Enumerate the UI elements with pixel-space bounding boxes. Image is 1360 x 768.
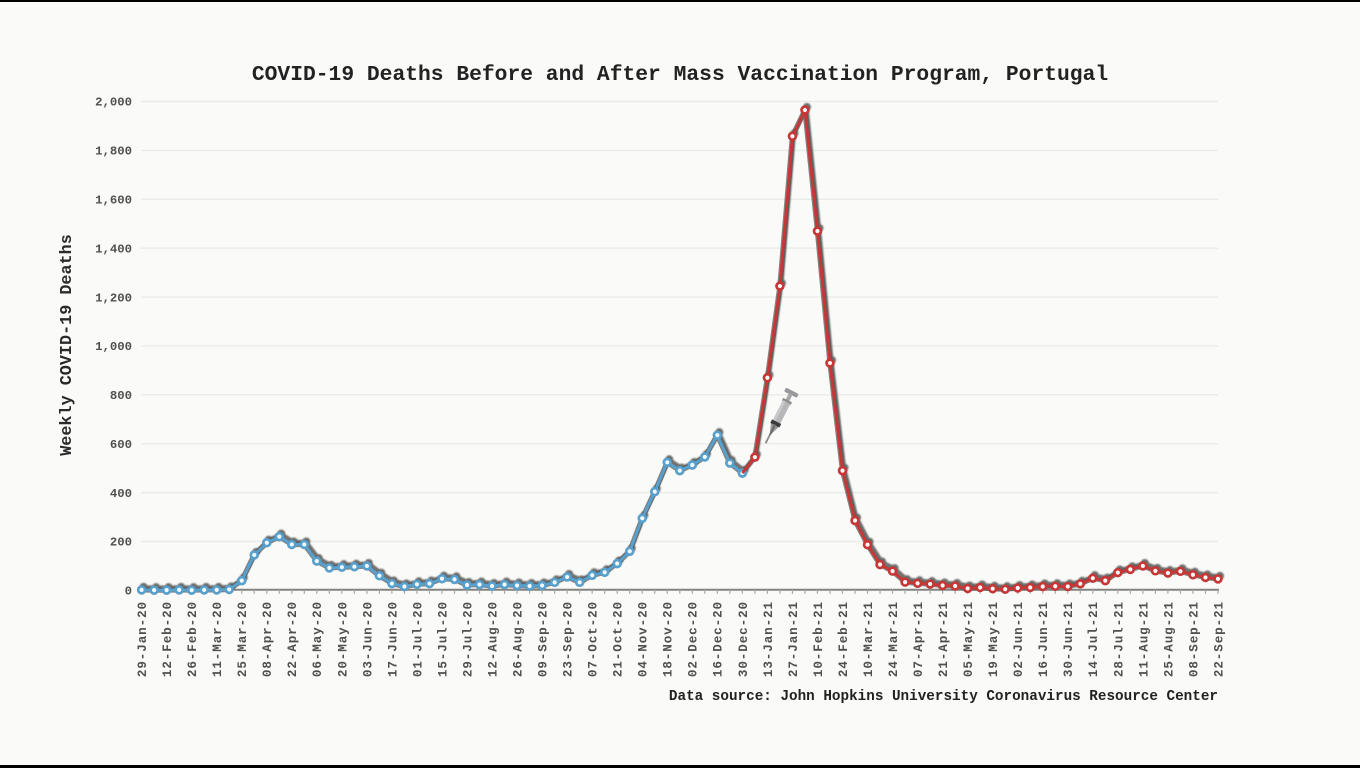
svg-text:1,000: 1,000 — [95, 340, 132, 354]
svg-text:05-May-21: 05-May-21 — [962, 601, 976, 677]
svg-text:28-Jul-21: 28-Jul-21 — [1112, 601, 1126, 677]
svg-text:20-May-20: 20-May-20 — [336, 601, 350, 677]
svg-text:16-Dec-20: 16-Dec-20 — [712, 601, 726, 677]
svg-text:1,400: 1,400 — [95, 242, 132, 256]
svg-text:2,000: 2,000 — [95, 96, 132, 110]
svg-text:30-Dec-20: 30-Dec-20 — [737, 601, 751, 677]
svg-text:04-Nov-20: 04-Nov-20 — [637, 601, 651, 677]
svg-text:06-May-20: 06-May-20 — [311, 601, 325, 677]
svg-text:10-Feb-21: 10-Feb-21 — [812, 601, 826, 677]
svg-text:25-Aug-21: 25-Aug-21 — [1162, 601, 1176, 677]
svg-text:25-Mar-20: 25-Mar-20 — [236, 601, 250, 677]
svg-text:18-Nov-20: 18-Nov-20 — [662, 601, 676, 677]
svg-text:08-Apr-20: 08-Apr-20 — [261, 601, 275, 677]
svg-text:1,800: 1,800 — [95, 145, 132, 159]
svg-text:600: 600 — [110, 438, 132, 452]
svg-text:16-Jun-21: 16-Jun-21 — [1037, 601, 1051, 677]
svg-text:19-May-21: 19-May-21 — [987, 601, 1001, 677]
svg-text:12-Feb-20: 12-Feb-20 — [161, 601, 175, 677]
svg-text:26-Feb-20: 26-Feb-20 — [186, 601, 200, 677]
svg-text:24-Feb-21: 24-Feb-21 — [837, 601, 851, 677]
svg-text:13-Jan-21: 13-Jan-21 — [762, 601, 776, 677]
svg-text:02-Jun-21: 02-Jun-21 — [1012, 601, 1026, 677]
svg-text:COVID-19 Deaths Before and Aft: COVID-19 Deaths Before and After Mass Va… — [252, 63, 1108, 87]
svg-text:15-Jul-20: 15-Jul-20 — [436, 601, 450, 677]
svg-text:21-Oct-20: 21-Oct-20 — [612, 601, 626, 677]
svg-text:1,200: 1,200 — [95, 291, 132, 305]
svg-text:30-Jun-21: 30-Jun-21 — [1062, 601, 1076, 677]
svg-text:07-Apr-21: 07-Apr-21 — [912, 601, 926, 677]
svg-text:1,600: 1,600 — [95, 193, 132, 207]
svg-text:Data source: John Hopkins Univ: Data source: John Hopkins University Cor… — [669, 689, 1218, 705]
svg-text:23-Sep-20: 23-Sep-20 — [562, 601, 576, 677]
svg-text:22-Sep-21: 22-Sep-21 — [1212, 601, 1226, 677]
svg-text:09-Sep-20: 09-Sep-20 — [537, 601, 551, 677]
svg-text:200: 200 — [110, 536, 132, 550]
svg-text:17-Jun-20: 17-Jun-20 — [386, 601, 400, 677]
svg-text:12-Aug-20: 12-Aug-20 — [486, 601, 500, 677]
svg-text:400: 400 — [110, 487, 132, 501]
svg-text:14-Jul-21: 14-Jul-21 — [1087, 601, 1101, 677]
svg-text:24-Mar-21: 24-Mar-21 — [887, 601, 901, 677]
svg-text:11-Mar-20: 11-Mar-20 — [211, 601, 225, 677]
svg-text:02-Dec-20: 02-Dec-20 — [687, 601, 701, 677]
svg-text:10-Mar-21: 10-Mar-21 — [862, 601, 876, 677]
svg-text:29-Jul-20: 29-Jul-20 — [461, 601, 475, 677]
svg-text:22-Apr-20: 22-Apr-20 — [286, 601, 300, 677]
svg-text:26-Aug-20: 26-Aug-20 — [511, 601, 525, 677]
svg-text:11-Aug-21: 11-Aug-21 — [1137, 601, 1151, 677]
svg-text:07-Oct-20: 07-Oct-20 — [587, 601, 601, 677]
svg-text:01-Jul-20: 01-Jul-20 — [411, 601, 425, 677]
svg-text:Weekly COVID-19 Deaths: Weekly COVID-19 Deaths — [58, 234, 77, 456]
svg-text:08-Sep-21: 08-Sep-21 — [1187, 601, 1201, 677]
svg-text:03-Jun-20: 03-Jun-20 — [361, 601, 375, 677]
svg-text:27-Jan-21: 27-Jan-21 — [787, 601, 801, 677]
svg-text:29-Jan-20: 29-Jan-20 — [136, 601, 150, 677]
svg-text:0: 0 — [125, 585, 132, 599]
svg-text:800: 800 — [110, 389, 132, 403]
svg-text:21-Apr-21: 21-Apr-21 — [937, 601, 951, 677]
